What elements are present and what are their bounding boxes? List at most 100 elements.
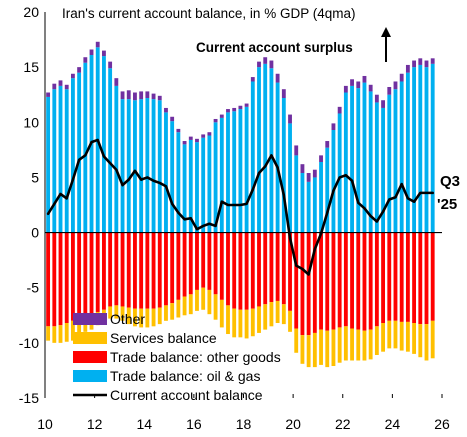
bar-trade-balance-other-goods	[46, 232, 51, 327]
y-tick-label: -15	[19, 390, 39, 406]
bar-other	[331, 123, 336, 131]
bar-trade-balance-other-goods	[176, 232, 181, 300]
bar-other	[195, 138, 199, 143]
bar-trade-balance-other-goods	[89, 232, 94, 315]
bar-trade-balance-oil-gas	[393, 89, 398, 233]
bar-trade-balance-other-goods	[393, 232, 398, 321]
bar-other	[238, 105, 243, 110]
bar-services-balance	[430, 320, 435, 359]
bar-trade-balance-oil-gas	[145, 98, 150, 233]
x-tick-label: 16	[186, 416, 202, 432]
bar-trade-balance-oil-gas	[195, 142, 199, 233]
bar-services-balance	[381, 323, 385, 352]
bar-trade-balance-oil-gas	[337, 113, 342, 233]
bar-trade-balance-oil-gas	[120, 99, 125, 233]
bars-layer	[46, 41, 435, 368]
surplus-annotation: Current account surplus	[196, 27, 391, 62]
bar-other	[182, 141, 187, 145]
bar-trade-balance-other-goods	[70, 232, 75, 321]
bar-services-balance	[319, 329, 323, 365]
bar-services-balance	[77, 317, 82, 337]
bar-services-balance	[133, 308, 137, 327]
bar-services-balance	[418, 324, 423, 358]
bar-services-balance	[275, 300, 280, 324]
bar-trade-balance-oil-gas	[139, 99, 144, 233]
y-tick-label: -5	[27, 280, 40, 296]
bar-other	[281, 89, 286, 99]
legend-swatch	[73, 351, 107, 363]
bar-trade-balance-oil-gas	[269, 68, 274, 233]
bar-trade-balance-other-goods	[151, 232, 156, 309]
bar-trade-balance-other-goods	[213, 232, 218, 295]
bar-services-balance	[393, 320, 398, 349]
bar-trade-balance-other-goods	[350, 232, 354, 329]
bar-other	[207, 132, 212, 136]
bar-trade-balance-oil-gas	[424, 67, 429, 233]
bar-other	[232, 107, 237, 112]
x-tick-label: 12	[87, 416, 103, 432]
bar-services-balance	[120, 306, 125, 321]
bar-services-balance	[219, 299, 224, 328]
legend: Other Services balance Trade balance: othe…	[73, 311, 281, 403]
bar-trade-balance-other-goods	[139, 232, 144, 309]
bar-trade-balance-other-goods	[95, 232, 100, 312]
bar-services-balance	[151, 308, 156, 327]
bar-trade-balance-oil-gas	[350, 85, 354, 233]
y-tick-label: 15	[23, 59, 39, 75]
bar-trade-balance-oil-gas	[207, 135, 212, 233]
bar-services-balance	[195, 289, 199, 311]
y-tick-label: -10	[19, 335, 39, 351]
bar-other	[219, 114, 224, 118]
bar-trade-balance-other-goods	[83, 232, 88, 316]
bar-trade-balance-other-goods	[64, 232, 69, 323]
bar-trade-balance-other-goods	[412, 232, 417, 323]
bar-trade-balance-oil-gas	[294, 155, 299, 233]
bar-other	[399, 73, 404, 82]
bar-services-balance	[244, 309, 249, 339]
bar-other	[46, 92, 51, 97]
legend-swatch	[73, 313, 107, 325]
bar-trade-balance-oil-gas	[374, 102, 379, 233]
bar-trade-balance-oil-gas	[176, 132, 181, 233]
bar-other	[226, 109, 230, 113]
bar-services-balance	[46, 326, 51, 341]
bar-trade-balance-other-goods	[405, 232, 410, 322]
bar-trade-balance-other-goods	[219, 232, 224, 300]
bar-other	[250, 77, 255, 82]
bar-other	[337, 106, 342, 114]
bar-services-balance	[232, 308, 237, 338]
bar-other	[393, 81, 398, 90]
bar-other	[387, 86, 392, 95]
bar-services-balance	[182, 296, 187, 316]
bar-other	[244, 103, 249, 107]
bar-other	[412, 60, 417, 68]
bar-trade-balance-oil-gas	[151, 99, 156, 233]
bar-trade-balance-oil-gas	[300, 173, 305, 233]
bar-trade-balance-other-goods	[188, 232, 193, 295]
bar-other	[300, 164, 305, 174]
bar-trade-balance-oil-gas	[250, 81, 255, 233]
bar-services-balance	[374, 326, 379, 355]
bar-other	[319, 155, 323, 162]
bar-other	[70, 73, 75, 79]
bar-services-balance	[70, 320, 75, 341]
bar-services-balance	[269, 302, 274, 327]
bar-trade-balance-oil-gas	[126, 99, 131, 233]
bar-trade-balance-other-goods	[374, 232, 379, 327]
axes-layer: 20 15 10 5 0 -5 -10 -15 10 12 14 16 18 20 22 24 26	[19, 4, 450, 432]
bar-trade-balance-other-goods	[207, 232, 212, 290]
bar-services-balance	[52, 326, 57, 343]
bar-services-balance	[145, 308, 150, 328]
bar-trade-balance-oil-gas	[164, 112, 168, 233]
bar-services-balance	[362, 330, 367, 361]
bar-trade-balance-oil-gas	[52, 89, 57, 233]
bar-services-balance	[250, 308, 255, 337]
x-tick-label: 26	[434, 416, 450, 432]
bar-services-balance	[281, 304, 286, 325]
bar-trade-balance-oil-gas	[418, 64, 423, 233]
bar-services-balance	[343, 326, 348, 361]
x-tick-label: 14	[136, 416, 152, 432]
bar-other	[430, 58, 435, 64]
bar-trade-balance-other-goods	[120, 232, 125, 307]
